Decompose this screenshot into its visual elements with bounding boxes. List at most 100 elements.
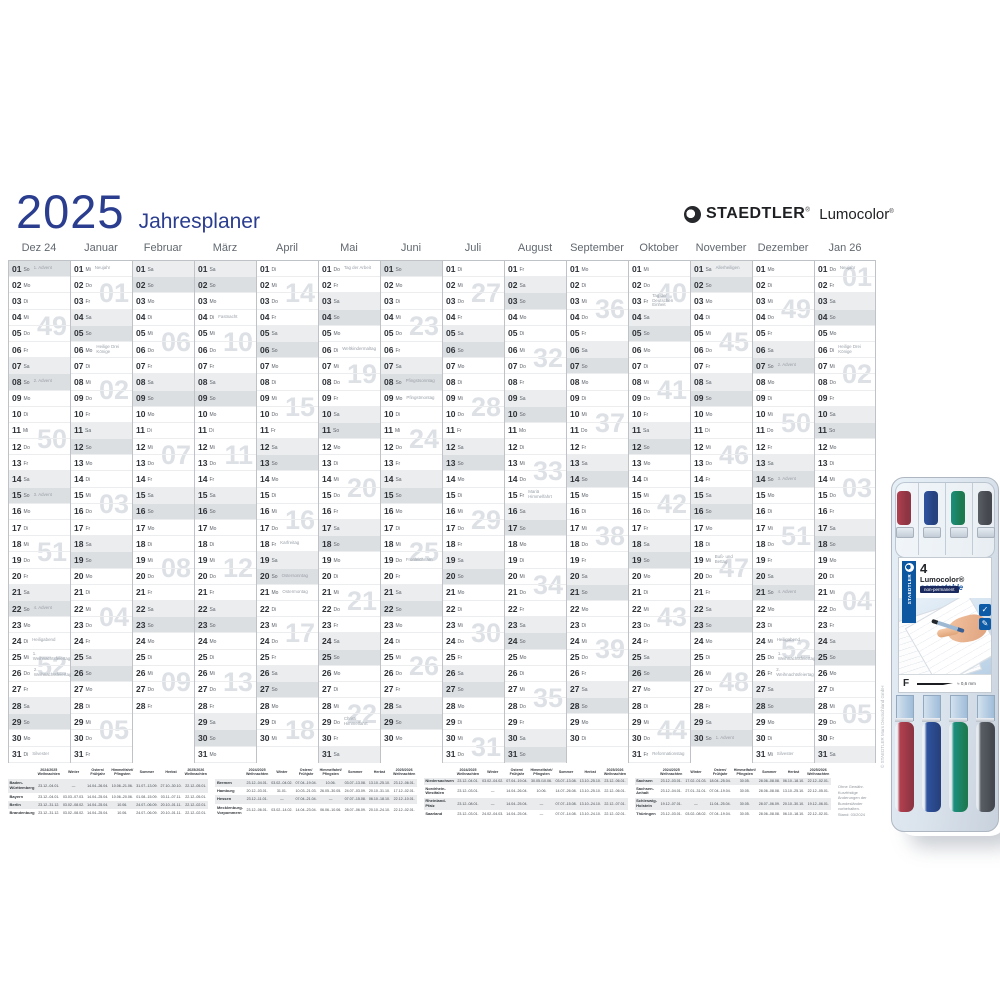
day-number: 09 (818, 393, 828, 404)
day-cell: 07 Sa (9, 358, 70, 375)
pen-slot-red (891, 477, 918, 832)
weekday-abbr: Mo (829, 444, 837, 451)
day-cell: 26 Do (381, 666, 442, 682)
day-cell: 14 Di (71, 471, 132, 488)
weekday-abbr: Di (395, 525, 401, 532)
day-number: 06 (694, 344, 704, 355)
weekday-abbr: Do (519, 703, 526, 710)
staedtler-logo-band: STAEDTLER (902, 561, 916, 623)
day-cell: 18 Mi (9, 536, 70, 553)
day-cell: 15 Do (815, 488, 875, 504)
weekday-abbr: So (767, 477, 774, 484)
weekday-abbr: Mi (85, 606, 91, 613)
day-number: 03 (384, 295, 394, 306)
day-number: 27 (12, 684, 22, 695)
day-number: 01 (446, 263, 456, 274)
day-cell: 04 Mo (505, 310, 566, 326)
holiday-date-cell: 10.06.-20.06. (111, 794, 133, 799)
day-cell: 09 So (195, 390, 256, 407)
holiday-date-cell: 17.12.-02.01. (393, 789, 415, 794)
weekday-abbr: Do (581, 541, 588, 548)
day-cell: 27 Fr (381, 682, 442, 699)
table-header-cell: Winter (487, 769, 499, 774)
day-number: 26 (384, 668, 394, 679)
pen-end-plug-blue (924, 491, 938, 525)
weekday-abbr: So (829, 655, 836, 662)
day-number: 10 (198, 409, 208, 420)
day-cell: 10 Fr (629, 407, 690, 423)
holiday-table-block: 2024/2025 Weihnachten Winter Ostern/ Frühj… (215, 766, 417, 818)
holiday-date-cell: 22.12.-05.01. (183, 778, 209, 793)
weekday-abbr: Do (85, 622, 92, 629)
pen-slot-green (945, 477, 972, 832)
day-cell: 27 Mi (505, 682, 566, 699)
holiday-date-cell: 14.04.-26.04. (506, 789, 528, 794)
weekday-abbr: Do (23, 557, 30, 564)
day-cell: 10 Mi (567, 407, 628, 423)
day-number: 25 (756, 652, 766, 663)
weekday-abbr: Fr (85, 525, 91, 532)
weekday-abbr: Di (85, 477, 91, 484)
day-number: 22 (446, 603, 456, 614)
day-number: 15 (198, 490, 208, 501)
day-number: 19 (260, 554, 270, 565)
day-cell: 02 Mi (443, 277, 504, 294)
day-cell: 20 Sa (753, 568, 814, 585)
day-cell: 11 Do (753, 423, 814, 440)
holiday-date-cell: 23.12.-06.01. (391, 778, 417, 788)
day-cell: 13 Fr (9, 455, 70, 472)
day-cell: 31 Fr (71, 747, 132, 763)
day-number: 06 (818, 344, 828, 355)
day-cell: 25 Di (195, 650, 256, 666)
day-cell: 23 Mi (443, 617, 504, 634)
day-number: 20 (818, 571, 828, 582)
weekday-abbr: Di (643, 363, 649, 370)
weekday-abbr: Mi (85, 379, 91, 386)
weekday-abbr: Mo (767, 493, 775, 500)
table-header-cell: Winter (690, 769, 702, 774)
day-number: 30 (384, 733, 394, 744)
table-row: Hamburg 20.12.-03.01. 31.01. 10.03.-21.03. 2… (215, 787, 416, 795)
holiday-date-cell: — (480, 797, 505, 811)
holiday-label: Fastnacht (218, 313, 238, 319)
day-number: 29 (260, 716, 270, 727)
holiday-label: 2. Weihnachtsfeiertag (33, 667, 72, 678)
weekday-abbr: Do (519, 590, 526, 597)
day-number: 03 (508, 295, 518, 306)
month-header-label: Dez 24 (21, 242, 57, 254)
day-number: 31 (198, 749, 208, 760)
day-cell: 16 Mo (381, 504, 442, 520)
day-cell: 03 Sa (319, 293, 380, 310)
weekday-abbr: Di (581, 622, 587, 629)
day-number: 27 (198, 684, 208, 695)
day-number: 18 (198, 538, 208, 549)
day-number: 16 (446, 506, 456, 517)
day-cell: 21 Mi (319, 585, 380, 601)
day-cell: 07 Fr (133, 358, 194, 375)
weekday-abbr: Sa (457, 557, 464, 564)
pen-cap-green (948, 722, 968, 812)
day-number: 17 (570, 522, 580, 533)
day-cell: 16 Do (629, 504, 690, 520)
day-cell: 16 Fr (319, 504, 380, 520)
day-cell: 19 Do Fronleichnam (381, 552, 442, 569)
holiday-date-cell: 14.04.-25.04. (504, 797, 529, 811)
weekday-abbr: So (519, 525, 526, 532)
day-number: 09 (694, 393, 704, 404)
day-number: 10 (756, 409, 766, 420)
day-number: 17 (322, 522, 332, 533)
month-column: 49 50 51 52 01 Mo 02 Di 03 Mi 04 Do 05 Fr 06 Sa 07 So 2. A… (752, 261, 815, 763)
day-cell: 28 Di (629, 698, 690, 715)
weekday-abbr: Mi (767, 525, 773, 532)
day-number: 20 (508, 571, 518, 582)
holiday-date-cell: 24.02.-04.03. (482, 811, 504, 816)
weekday-abbr: Di (581, 396, 587, 403)
day-cell: 29 Do (815, 714, 875, 731)
day-cell: 01 So (381, 261, 442, 278)
weekday-abbr: Sa (519, 396, 526, 403)
day-cell: 21 Di (71, 585, 132, 601)
table-header-cell: Himmelfahrt/ Pfingsten (733, 767, 756, 776)
weekday-abbr: So (705, 396, 712, 403)
day-number: 04 (694, 312, 704, 323)
weekday-abbr: Mi (209, 444, 215, 451)
